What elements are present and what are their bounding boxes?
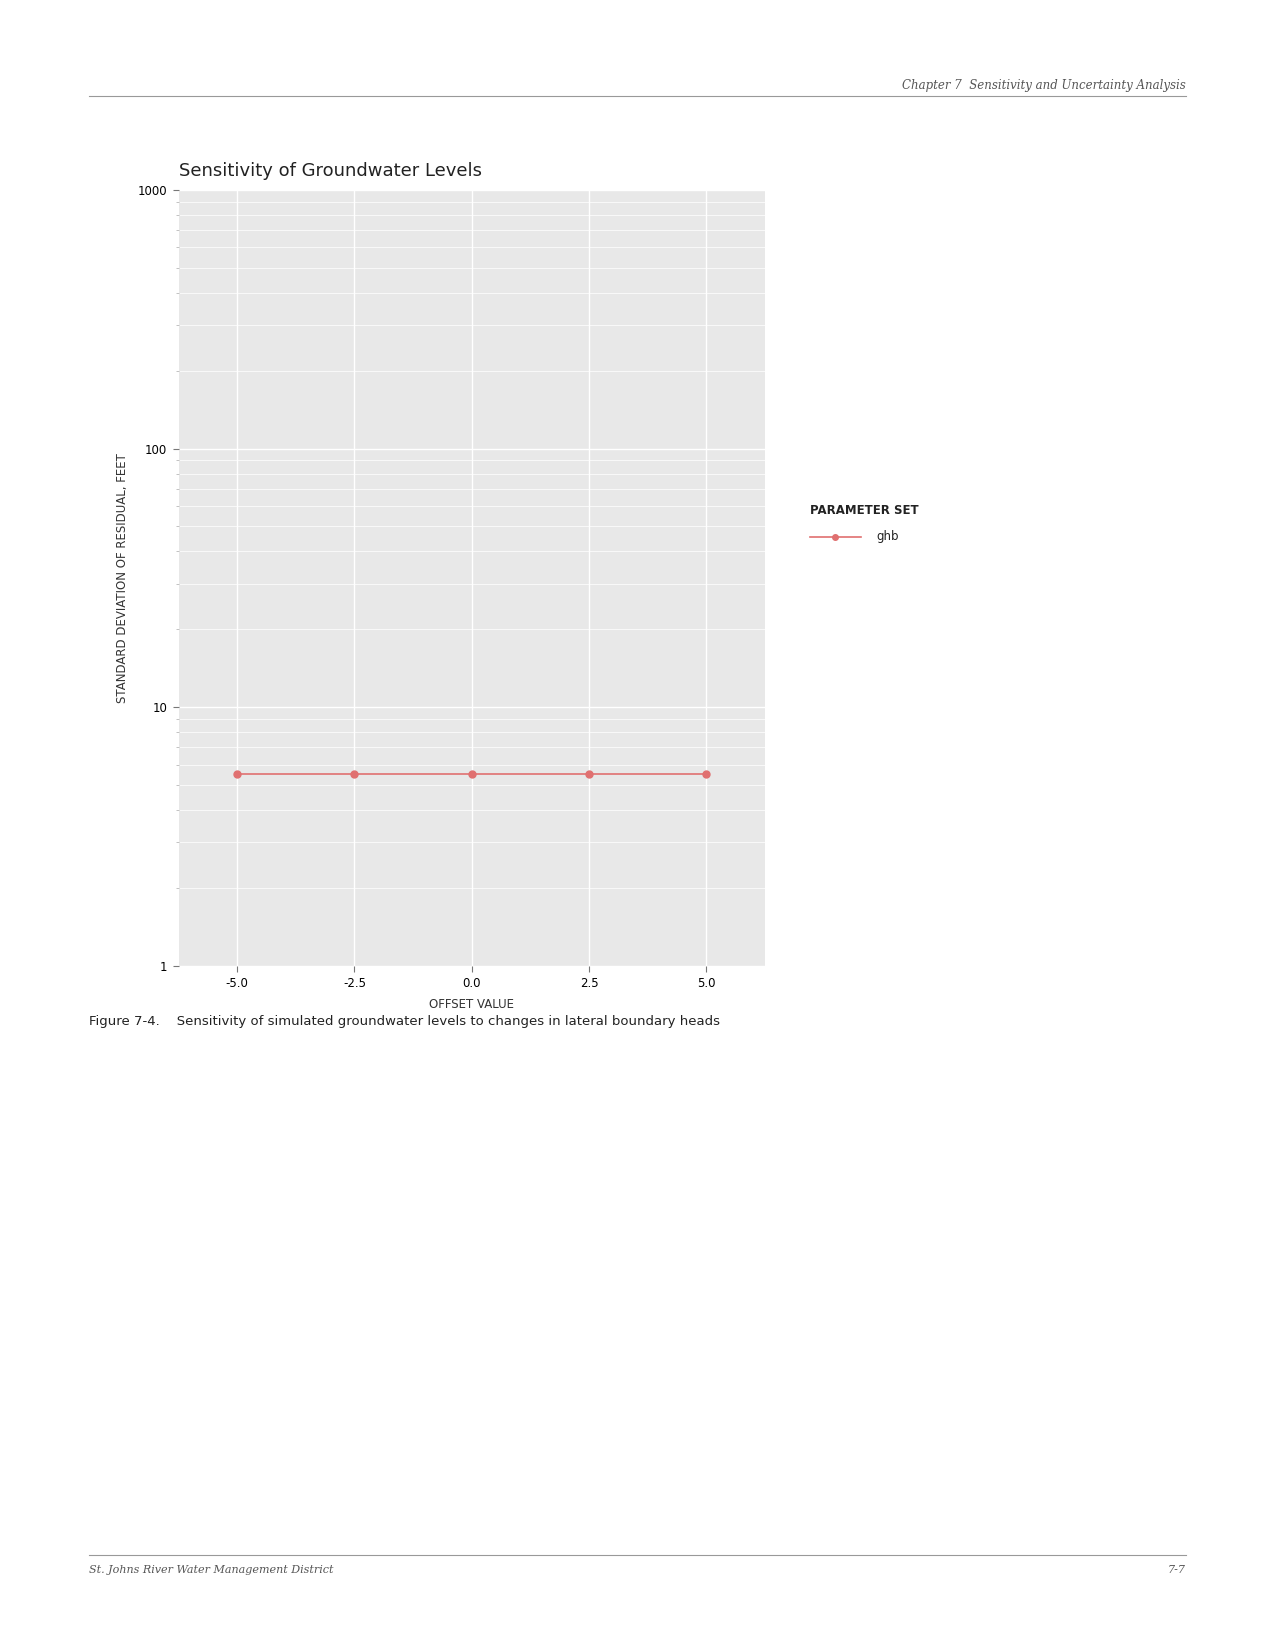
Text: Figure 7-4.    Sensitivity of simulated groundwater levels to changes in lateral: Figure 7-4. Sensitivity of simulated gro… [89, 1015, 720, 1029]
Text: Sensitivity of Groundwater Levels: Sensitivity of Groundwater Levels [179, 162, 482, 180]
Y-axis label: STANDARD DEVIATION OF RESIDUAL, FEET: STANDARD DEVIATION OF RESIDUAL, FEET [116, 452, 130, 703]
Text: ghb: ghb [876, 530, 899, 543]
Text: St. Johns River Water Management District: St. Johns River Water Management Distric… [89, 1565, 334, 1575]
Line: ghb: ghb [233, 771, 710, 778]
ghb [581, 764, 597, 784]
X-axis label: OFFSET VALUE: OFFSET VALUE [430, 999, 514, 1012]
ghb [699, 764, 714, 784]
Text: 7-7: 7-7 [1168, 1565, 1186, 1575]
Text: PARAMETER SET: PARAMETER SET [810, 504, 918, 517]
ghb [347, 764, 362, 784]
ghb [230, 764, 245, 784]
Text: Chapter 7  Sensitivity and Uncertainty Analysis: Chapter 7 Sensitivity and Uncertainty An… [901, 79, 1186, 92]
ghb [464, 764, 479, 784]
